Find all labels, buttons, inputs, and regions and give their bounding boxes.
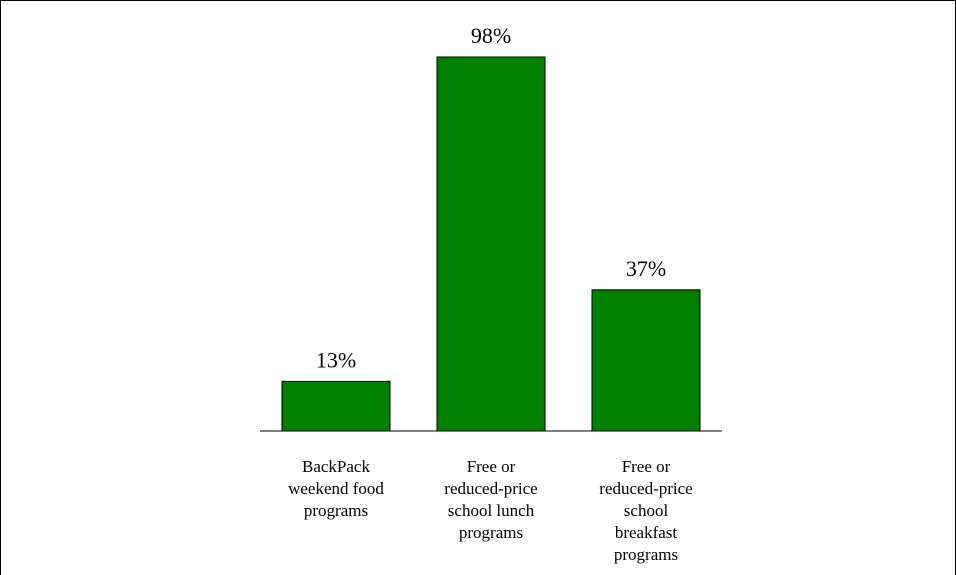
bar-1 bbox=[436, 56, 546, 432]
category-label-0: BackPack weekend food programs bbox=[288, 457, 384, 520]
category-label-2: Free or reduced-price school breakfast progr… bbox=[599, 457, 692, 564]
category-label-1: Free or reduced-price school lunch programs bbox=[444, 457, 537, 542]
data-label-2: 37% bbox=[626, 256, 666, 281]
bar-2 bbox=[591, 289, 701, 432]
data-label-0: 13% bbox=[316, 347, 356, 372]
bar-0 bbox=[281, 380, 391, 432]
data-label-1: 98% bbox=[471, 23, 511, 48]
